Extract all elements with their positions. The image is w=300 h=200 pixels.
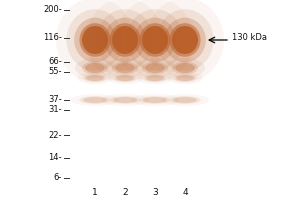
Ellipse shape [104,18,146,62]
Ellipse shape [83,97,107,103]
Ellipse shape [173,97,197,103]
Text: 22-: 22- [49,130,62,140]
Text: 1: 1 [92,188,98,197]
Text: 200-: 200- [43,5,62,15]
Text: 116-: 116- [43,33,62,43]
Ellipse shape [113,97,137,103]
Ellipse shape [131,94,179,106]
Ellipse shape [140,23,171,57]
Ellipse shape [145,63,165,73]
Ellipse shape [80,96,111,104]
Ellipse shape [140,96,171,104]
Text: 130 kDa: 130 kDa [232,32,267,42]
Ellipse shape [143,74,167,82]
Ellipse shape [143,97,167,103]
Ellipse shape [75,58,115,78]
Text: 6-: 6- [54,173,62,182]
Ellipse shape [126,9,184,71]
Ellipse shape [113,74,137,82]
Text: 2: 2 [122,188,128,197]
Text: 55-: 55- [49,68,62,76]
Ellipse shape [77,72,113,84]
Ellipse shape [146,0,224,82]
Ellipse shape [107,72,143,84]
Ellipse shape [161,94,209,106]
Text: 37-: 37- [48,96,62,104]
Ellipse shape [169,96,201,104]
Ellipse shape [116,75,134,81]
Ellipse shape [82,62,108,74]
Ellipse shape [110,96,141,104]
Ellipse shape [105,58,145,78]
Ellipse shape [137,72,173,84]
Ellipse shape [167,72,203,84]
Ellipse shape [169,23,201,57]
Ellipse shape [56,0,134,82]
Ellipse shape [83,74,107,82]
Ellipse shape [112,26,138,54]
Ellipse shape [142,62,168,74]
Ellipse shape [101,94,149,106]
Ellipse shape [82,26,108,54]
Ellipse shape [172,62,198,74]
Text: 14-: 14- [49,154,62,162]
Ellipse shape [175,63,195,73]
Text: 31-: 31- [48,106,62,114]
Ellipse shape [156,9,214,71]
Ellipse shape [74,18,116,62]
Ellipse shape [85,63,105,73]
Ellipse shape [110,23,141,57]
Ellipse shape [86,0,164,82]
Ellipse shape [71,94,119,106]
Ellipse shape [142,26,168,54]
Text: 4: 4 [182,188,188,197]
Ellipse shape [116,0,194,82]
Ellipse shape [146,75,164,81]
Ellipse shape [164,18,206,62]
Ellipse shape [112,62,138,74]
Text: 3: 3 [152,188,158,197]
Ellipse shape [80,23,111,57]
Ellipse shape [96,9,154,71]
Text: 66-: 66- [48,58,62,66]
Ellipse shape [134,18,176,62]
Ellipse shape [165,58,205,78]
Ellipse shape [115,63,135,73]
Ellipse shape [86,75,104,81]
Ellipse shape [172,26,198,54]
Ellipse shape [173,74,197,82]
Ellipse shape [135,58,175,78]
Ellipse shape [66,9,124,71]
Ellipse shape [176,75,194,81]
